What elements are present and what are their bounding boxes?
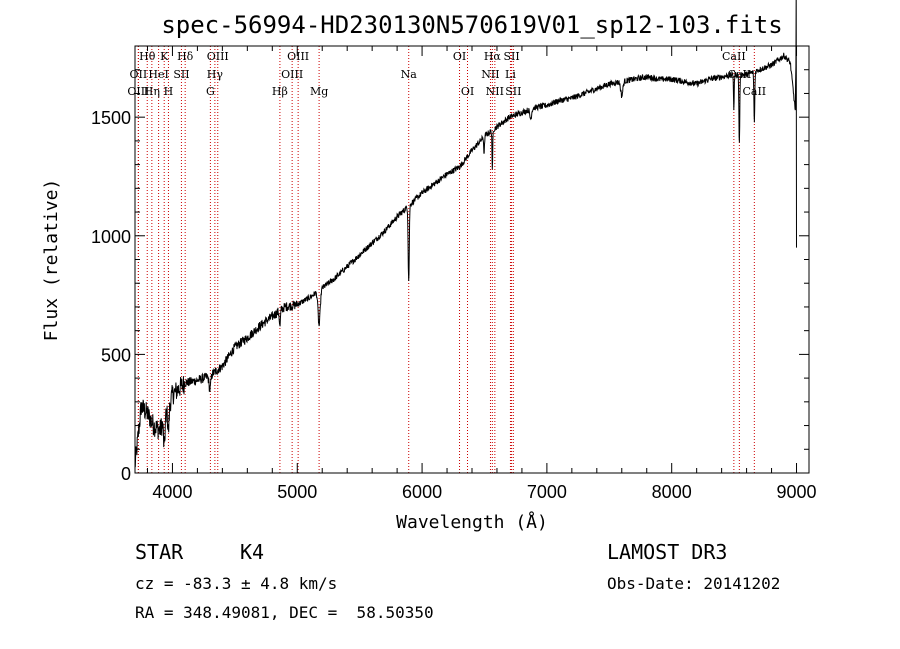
x-axis-label: Wavelength (Å) bbox=[396, 511, 548, 533]
spectral-line-label: Mg bbox=[310, 85, 328, 98]
coordinates: RA = 348.49081, DEC = 58.50350 bbox=[135, 603, 434, 622]
x-tick-label: 8000 bbox=[652, 482, 692, 502]
spectral-line-label: Na bbox=[401, 68, 418, 81]
chart-title: spec-56994-HD230130N570619V01_sp12-103.f… bbox=[161, 11, 782, 39]
spectral-line-label: OI bbox=[461, 85, 474, 98]
y-axis-label: Flux (relative) bbox=[41, 179, 62, 342]
plot-frame bbox=[134, 45, 810, 474]
spectral-line-label: NII bbox=[481, 68, 499, 81]
object-class: STAR bbox=[135, 540, 184, 564]
spectral-line-label: OIII bbox=[281, 68, 303, 81]
spectral-line-label: NII bbox=[486, 85, 504, 98]
spectral-line-label: Li bbox=[505, 68, 516, 81]
spectral-line-markers bbox=[137, 46, 755, 473]
spectral-line-label: Hβ bbox=[272, 85, 288, 98]
spectral-line-label: SII bbox=[503, 50, 519, 63]
spectrum-line bbox=[134, 0, 797, 468]
spectral-line-label: OIII bbox=[207, 50, 229, 63]
spectral-line-label: Hδ bbox=[177, 50, 194, 63]
y-tick-label: 0 bbox=[121, 464, 131, 484]
survey-name: LAMOST DR3 bbox=[607, 540, 728, 564]
spectral-line-label: Hα bbox=[484, 50, 502, 63]
redshift-cz: cz = -83.3 ± 4.8 km/s bbox=[135, 574, 338, 593]
object-subclass: K4 bbox=[240, 540, 265, 564]
spectral-line-label: HeI bbox=[148, 68, 168, 81]
spectral-line-label: K bbox=[160, 50, 169, 63]
x-tick-label: 7000 bbox=[527, 482, 567, 502]
spectral-line-label: OII bbox=[130, 68, 148, 81]
x-tick-label: 4000 bbox=[152, 482, 192, 502]
x-tick-label: 6000 bbox=[402, 482, 442, 502]
spectral-line-label: H bbox=[164, 85, 174, 98]
y-tick-label: 1000 bbox=[91, 227, 131, 247]
x-tick-label: 9000 bbox=[776, 482, 816, 502]
spectral-line-label: CaII bbox=[722, 50, 746, 63]
y-tick-label: 1500 bbox=[91, 108, 131, 128]
spectral-line-label: SII bbox=[505, 85, 521, 98]
spectral-line-label: Hη bbox=[144, 85, 160, 98]
spectral-line-label: OIII bbox=[127, 85, 149, 98]
y-tick-label: 500 bbox=[101, 345, 131, 365]
spectral-line-label: OI bbox=[453, 50, 466, 63]
spectral-line-label: Hθ bbox=[139, 50, 156, 63]
spectral-line-label: CaII bbox=[742, 85, 766, 98]
spectral-line-label: SII bbox=[173, 68, 189, 81]
spectral-line-label: OIII bbox=[287, 50, 309, 63]
x-tick-label: 5000 bbox=[277, 482, 317, 502]
spectral-line-label: G bbox=[206, 85, 215, 98]
obs-date: Obs-Date: 20141202 bbox=[607, 574, 781, 593]
spectral-line-label: Hγ bbox=[207, 68, 224, 81]
axis-ticks: 4000 5000 6000 7000 8000 9000 0 500 1000 1500 bbox=[91, 46, 817, 502]
spectral-line-labels: Hθ OII OIII K HeI Hη Hδ SII H OIII Hγ G Hβ OIII OIII Mg… bbox=[127, 50, 766, 98]
